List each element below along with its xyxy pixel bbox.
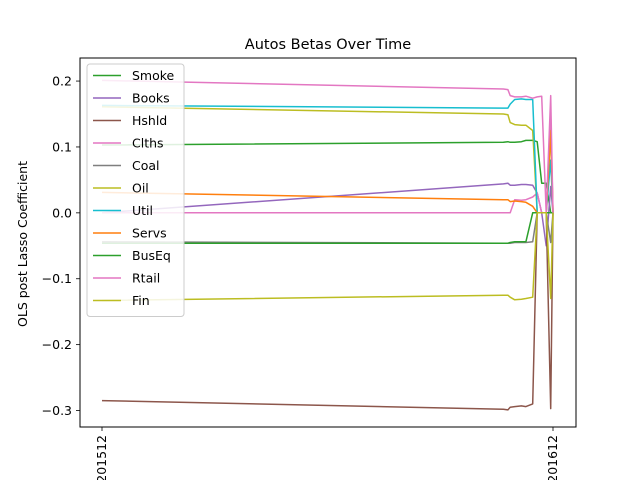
series-line-fin bbox=[101, 212, 554, 302]
legend-frame bbox=[86, 63, 185, 317]
legend-label-clths: Clths bbox=[132, 136, 164, 151]
series-line-books bbox=[101, 182, 554, 247]
legend: Smoke Books Hshld Clths Coal Oil Util Servs BusE… bbox=[86, 63, 185, 317]
legend-label-buseq: BusEq bbox=[132, 248, 171, 263]
legend-label-fin: Fin bbox=[132, 293, 150, 308]
legend-label-coal: Coal bbox=[132, 158, 160, 173]
x-axis: 201512 201612 bbox=[94, 427, 560, 483]
legend-label-oil: Oil bbox=[132, 181, 149, 196]
y-tick-label: 0.0 bbox=[52, 205, 72, 220]
series-line-smoke bbox=[101, 139, 553, 214]
y-axis: −0.3 −0.2 −0.1 0.0 0.1 0.2 bbox=[42, 74, 80, 418]
y-tick-label: 0.1 bbox=[52, 139, 72, 154]
series-lines bbox=[101, 79, 554, 411]
legend-label-servs: Servs bbox=[132, 226, 167, 241]
x-tick-label: 201612 bbox=[545, 435, 560, 480]
legend-label-hshld: Hshld bbox=[132, 113, 167, 128]
y-tick-label: −0.1 bbox=[42, 271, 72, 286]
y-axis-label: OLS post Lasso Coefficient bbox=[15, 161, 30, 327]
plot-frame bbox=[79, 57, 577, 428]
legend-label-books: Books bbox=[132, 91, 170, 106]
y-tick-label: −0.3 bbox=[42, 403, 72, 418]
legend-label-rtail: Rtail bbox=[132, 271, 160, 286]
y-tick-label: 0.2 bbox=[52, 74, 72, 89]
legend-label-util: Util bbox=[132, 203, 153, 218]
legend-label-smoke: Smoke bbox=[132, 68, 175, 83]
chart-title: Autos Betas Over Time bbox=[245, 37, 411, 53]
x-tick-label: 201512 bbox=[94, 435, 109, 480]
y-tick-label: −0.2 bbox=[42, 337, 72, 352]
